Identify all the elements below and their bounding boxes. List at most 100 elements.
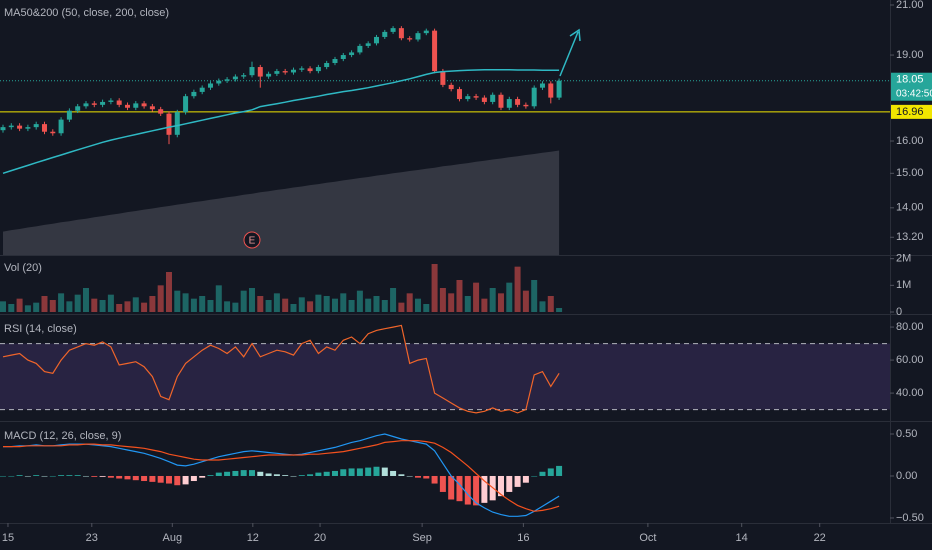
candle-body — [448, 84, 454, 90]
volume-bar — [323, 296, 330, 312]
ma200-area — [2, 150, 560, 255]
volume-bar — [298, 297, 305, 312]
candle-body — [0, 127, 6, 131]
macd-histogram-bar — [174, 475, 181, 486]
candle-body — [473, 96, 479, 98]
macd-histogram-bar — [356, 468, 363, 476]
macd-histogram-bar — [406, 475, 413, 477]
y-tick-label: 19.00 — [896, 49, 924, 61]
volume-bar — [124, 301, 131, 312]
volume-bar — [107, 294, 114, 312]
candle-body — [232, 76, 238, 80]
macd-histogram-bar — [58, 475, 65, 476]
macd-histogram-bar — [240, 470, 247, 476]
volume-bar — [340, 293, 347, 312]
candle-body — [332, 59, 338, 64]
macd-histogram-bar — [257, 471, 264, 476]
candle-body — [307, 68, 313, 72]
candle-body — [432, 30, 438, 72]
candle-body — [133, 103, 139, 108]
volume-bar — [365, 298, 372, 312]
candle-body — [282, 71, 288, 73]
candle-body — [357, 45, 363, 53]
macd-histogram-bar — [481, 475, 488, 503]
candle-body — [531, 87, 537, 107]
candle-body — [224, 79, 230, 81]
macd-histogram-bar — [182, 475, 189, 485]
volume-bar — [497, 293, 504, 312]
volume-bar — [257, 296, 264, 312]
macd-histogram-bar — [331, 470, 338, 476]
candle-body — [349, 52, 355, 56]
macd-histogram-bar — [190, 475, 197, 482]
volume-bar — [116, 304, 123, 312]
macd-histogram-bar — [373, 466, 380, 476]
volume-bar — [224, 301, 231, 312]
volume-bar — [66, 301, 73, 312]
volume-bar — [348, 300, 355, 312]
y-tick-label: 14.00 — [896, 202, 924, 214]
volume-bar — [481, 298, 488, 312]
macd-histogram-bar — [265, 473, 272, 476]
volume-bar — [373, 296, 380, 312]
candle-body — [124, 104, 130, 108]
volume-bar — [423, 304, 430, 312]
candle-body — [25, 127, 31, 129]
volume-bar — [290, 304, 297, 312]
volume-bar — [531, 280, 538, 312]
volume-bar — [174, 290, 181, 312]
y-tick-label: 0 — [896, 306, 902, 318]
pane-3 — [0, 433, 563, 517]
macd-histogram-bar — [464, 475, 471, 505]
x-tick-label: 23 — [86, 532, 98, 544]
macd-histogram-bar — [82, 475, 89, 477]
volume-bar — [464, 296, 471, 312]
y-tick-label: 2M — [896, 253, 911, 265]
pane-title: RSI (14, close) — [4, 323, 77, 335]
candle-body — [75, 106, 81, 111]
candle-body — [191, 91, 197, 97]
pane-title: Vol (20) — [4, 262, 42, 274]
macd-histogram-bar — [340, 469, 347, 476]
volume-bar — [514, 266, 521, 312]
x-tick-label: 16 — [517, 532, 529, 544]
candle-body — [465, 96, 471, 100]
macd-histogram-bar — [74, 475, 81, 476]
volume-bar — [456, 280, 463, 312]
macd-histogram-bar — [531, 475, 538, 477]
x-tick-label: Sep — [412, 532, 432, 544]
candle-body — [207, 83, 213, 88]
candle-body — [100, 101, 106, 105]
candle-body — [440, 71, 446, 85]
y-tick-label: 15.00 — [896, 167, 924, 179]
pane-title: MA50&200 (50, close, 200, close) — [4, 7, 169, 19]
volume-bar — [556, 308, 563, 312]
volume-bar — [439, 288, 446, 312]
volume-bar — [381, 300, 388, 312]
macd-histogram-bar — [365, 467, 372, 476]
volume-bar — [58, 293, 65, 312]
macd-histogram-bar — [165, 475, 172, 484]
candle-body — [506, 99, 512, 108]
macd-histogram-bar — [514, 475, 521, 487]
pane-title: MACD (12, 26, close, 9) — [4, 430, 121, 442]
candle-body — [91, 103, 97, 105]
macd-histogram-bar — [390, 470, 397, 476]
volume-bar — [33, 302, 40, 312]
volume-bar — [356, 290, 363, 312]
macd-histogram-bar — [8, 475, 15, 477]
macd-histogram-bar — [273, 474, 280, 476]
candle-body — [523, 104, 529, 107]
candle-body — [66, 110, 72, 120]
candle-body — [141, 103, 147, 107]
volume-bar — [331, 298, 338, 312]
volume-bar — [82, 288, 89, 312]
ma50-line — [2, 68, 560, 175]
macd-histogram-bar — [33, 475, 40, 476]
candle-body — [249, 67, 255, 76]
macd-histogram-bar — [323, 471, 330, 476]
volume-bar — [74, 294, 81, 312]
candle-body — [398, 28, 404, 39]
hline-price-label: 16.96 — [896, 106, 924, 118]
